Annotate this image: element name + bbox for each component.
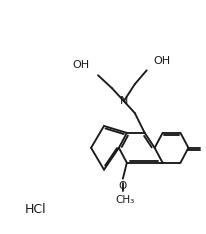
- Text: OH: OH: [73, 60, 90, 70]
- Text: OH: OH: [153, 56, 170, 66]
- Text: N: N: [120, 96, 128, 106]
- Text: O: O: [119, 181, 127, 191]
- Text: HCl: HCl: [25, 203, 46, 216]
- Text: CH₃: CH₃: [115, 194, 135, 205]
